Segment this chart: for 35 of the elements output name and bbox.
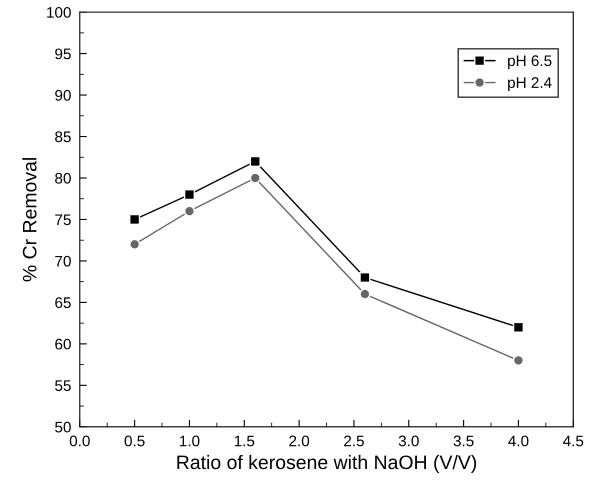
point xyxy=(129,214,140,226)
x-axis-title: Ratio of kerosene with NaOH (V/V) xyxy=(177,454,476,474)
x-tick-label: 3.0 xyxy=(398,436,419,446)
point xyxy=(129,238,140,250)
legend-label: pH 6.5 xyxy=(508,55,552,70)
x-tick-label: 1.0 xyxy=(180,436,200,446)
y-tick-label: 55 xyxy=(55,380,71,392)
point xyxy=(512,354,524,366)
y-tick-label: 75 xyxy=(55,214,71,226)
y-axis-title: % Cr Removal xyxy=(22,158,37,282)
x-tick-label: 4.5 xyxy=(563,436,584,446)
y-tick-label: 100 xyxy=(47,6,71,18)
point xyxy=(512,322,524,333)
y-tick-label: 65 xyxy=(55,297,71,308)
x-tick-label: 4.0 xyxy=(508,436,528,446)
y-tick-label: 50 xyxy=(55,422,71,432)
point xyxy=(184,189,196,200)
point xyxy=(359,272,370,284)
x-tick-label: 3.5 xyxy=(454,436,474,446)
y-tick-label: 85 xyxy=(55,131,71,142)
legend-label: pH 2.4 xyxy=(508,77,552,92)
point xyxy=(184,206,196,217)
y-tick-label: 70 xyxy=(55,256,71,267)
x-tick-label: 2.0 xyxy=(289,436,310,446)
point xyxy=(250,156,261,167)
x-tick-label: 0.0 xyxy=(70,436,90,446)
y-tick-label: 95 xyxy=(55,48,71,60)
y-tick-label: 60 xyxy=(55,338,71,350)
x-tick-label: 1.5 xyxy=(234,436,254,446)
point xyxy=(359,288,370,300)
x-tick-label: 0.5 xyxy=(124,436,145,446)
y-tick-label: 80 xyxy=(55,172,71,184)
y-tick-label: 90 xyxy=(55,90,71,101)
x-tick-label: 2.5 xyxy=(344,436,364,446)
point xyxy=(250,172,261,184)
